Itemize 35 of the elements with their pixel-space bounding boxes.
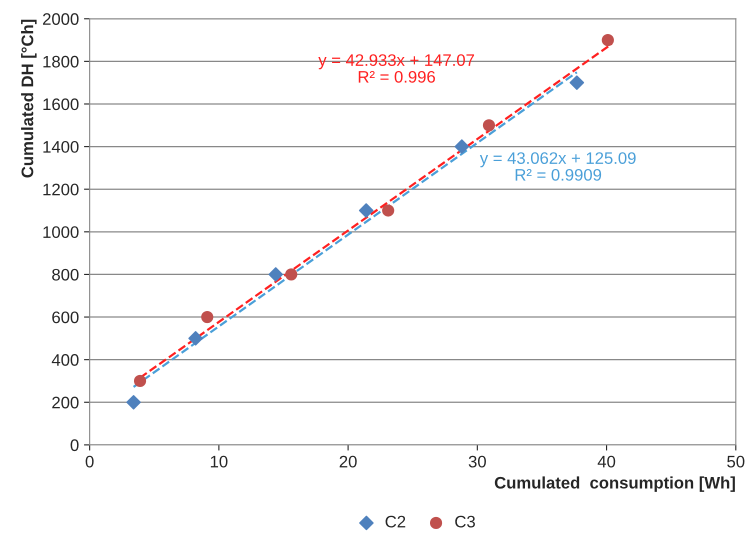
point xyxy=(285,268,298,281)
y-tick-label: 2000 xyxy=(42,13,79,25)
y-tick-label: 0 xyxy=(70,439,79,452)
point xyxy=(570,75,584,90)
y-tick-label: 1800 xyxy=(43,56,79,68)
point xyxy=(188,331,203,346)
y-tick-label: 1400 xyxy=(43,140,79,153)
x-tick-label: 30 xyxy=(468,456,486,468)
point xyxy=(382,204,394,217)
legend-label: C2 xyxy=(386,516,406,528)
point xyxy=(482,119,496,132)
point xyxy=(201,310,214,324)
x-tick-label: 20 xyxy=(340,456,357,468)
y-axis-title: Cumulated DH [°Ch] xyxy=(21,20,37,178)
x-tick-label: 50 xyxy=(727,456,744,468)
point xyxy=(268,267,284,282)
point xyxy=(358,203,374,218)
x-tick-label: 10 xyxy=(210,456,228,468)
x-axis-title: Cumulated consumption [Wh] xyxy=(494,476,735,492)
y-tick-label: 400 xyxy=(52,354,79,366)
x-tick-label: 0 xyxy=(86,456,94,468)
y-tick-label: 200 xyxy=(52,396,79,408)
point xyxy=(602,34,614,46)
point xyxy=(134,374,146,388)
legend-label: C3 xyxy=(455,516,475,528)
annotation: y = 43.062x + 125.09 R² = 0.9909 xyxy=(480,152,636,181)
point xyxy=(126,394,141,410)
y-tick-label: 1600 xyxy=(43,98,79,110)
point xyxy=(454,139,470,154)
y-tick-label: 800 xyxy=(52,268,79,281)
x-tick-label: 40 xyxy=(598,456,616,468)
annotation: y = 42.933x + 147.07 R² = 0.996 xyxy=(318,54,474,83)
y-tick-label: 1200 xyxy=(43,184,79,196)
y-tick-label: 600 xyxy=(52,311,79,324)
y-tick-label: 1000 xyxy=(43,226,79,238)
